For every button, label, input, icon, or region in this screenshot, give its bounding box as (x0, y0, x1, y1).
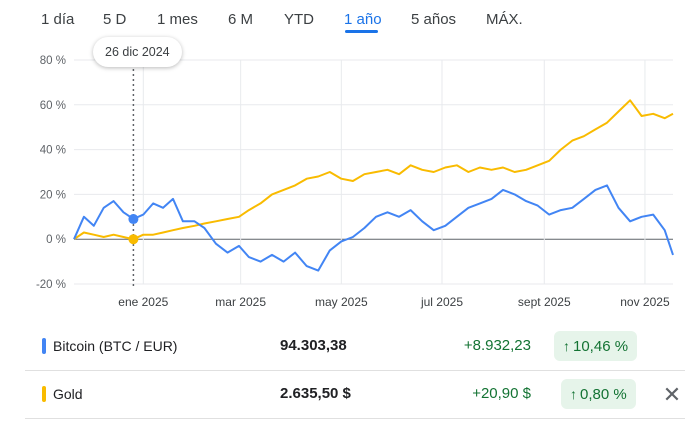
x-axis-labels: ene 2025 mar 2025 may 2025 jul 2025 sept 202… (118, 295, 670, 309)
legend-row-gold: Gold 2.635,50 $ +20,90 $ ↑ 0,80 % ✕ (40, 375, 690, 415)
percent-change-badge: ↑ 10,46 % (554, 331, 638, 361)
time-range-tabs: 1 día 5 D 1 mes 6 M YTD 1 año 5 años MÁX… (0, 0, 698, 40)
legend-row-bitcoin: Bitcoin (BTC / EUR) 94.303,38 +8.932,23 … (40, 327, 690, 367)
legend-value: 94.303,38 (280, 337, 347, 354)
y-tick-label: -20 % (36, 279, 66, 291)
y-tick-label: 40 % (40, 145, 66, 157)
gold-color-swatch (42, 386, 46, 402)
hover-point-gold (128, 234, 139, 245)
remove-comparison-button[interactable]: ✕ (658, 381, 686, 409)
y-tick-label: 80 % (40, 55, 66, 67)
tab-1-month[interactable]: 1 mes (157, 11, 198, 28)
series-line-bitcoin (73, 184, 674, 272)
y-axis-labels: 80 % 60 % 40 % 20 % 0 % -20 % (36, 55, 66, 291)
active-tab-underline (345, 30, 378, 33)
tab-max[interactable]: MÁX. (486, 11, 523, 28)
x-tick-label: nov 2025 (620, 295, 670, 309)
arrow-up-icon: ↑ (570, 386, 577, 402)
tab-1-day[interactable]: 1 día (41, 11, 75, 28)
x-tick-label: mar 2025 (215, 295, 266, 309)
series-line-gold (73, 99, 674, 241)
x-tick-label: may 2025 (315, 295, 368, 309)
x-tick-label: ene 2025 (118, 295, 168, 309)
legend-name: Bitcoin (BTC / EUR) (53, 338, 178, 354)
tab-6-months[interactable]: 6 M (228, 11, 254, 28)
legend-divider (25, 418, 685, 419)
bitcoin-color-swatch (42, 338, 46, 354)
percent-change-text: 10,46 % (573, 338, 629, 355)
y-tick-label: 0 % (46, 234, 66, 246)
hover-point-bitcoin (128, 214, 139, 225)
tab-1-year[interactable]: 1 año (344, 11, 382, 28)
tab-ytd[interactable]: YTD (284, 11, 314, 28)
x-tick-label: sept 2025 (518, 295, 571, 309)
tab-5-days[interactable]: 5 D (103, 11, 127, 28)
legend-change: +20,90 $ (472, 385, 531, 402)
date-tooltip: 26 dic 2024 (93, 37, 182, 67)
percent-change-badge: ↑ 0,80 % (561, 379, 636, 409)
legend-value: 2.635,50 $ (280, 385, 351, 402)
percent-change-text: 0,80 % (580, 386, 627, 403)
legend-change: +8.932,23 (463, 337, 531, 354)
legend-divider (25, 370, 685, 371)
x-tick-label: jul 2025 (420, 295, 463, 309)
y-tick-label: 60 % (40, 100, 66, 112)
y-tick-label: 20 % (40, 189, 66, 201)
arrow-up-icon: ↑ (563, 338, 570, 354)
legend-name: Gold (53, 386, 83, 402)
close-icon: ✕ (662, 382, 682, 407)
tab-5-years[interactable]: 5 años (411, 11, 457, 28)
